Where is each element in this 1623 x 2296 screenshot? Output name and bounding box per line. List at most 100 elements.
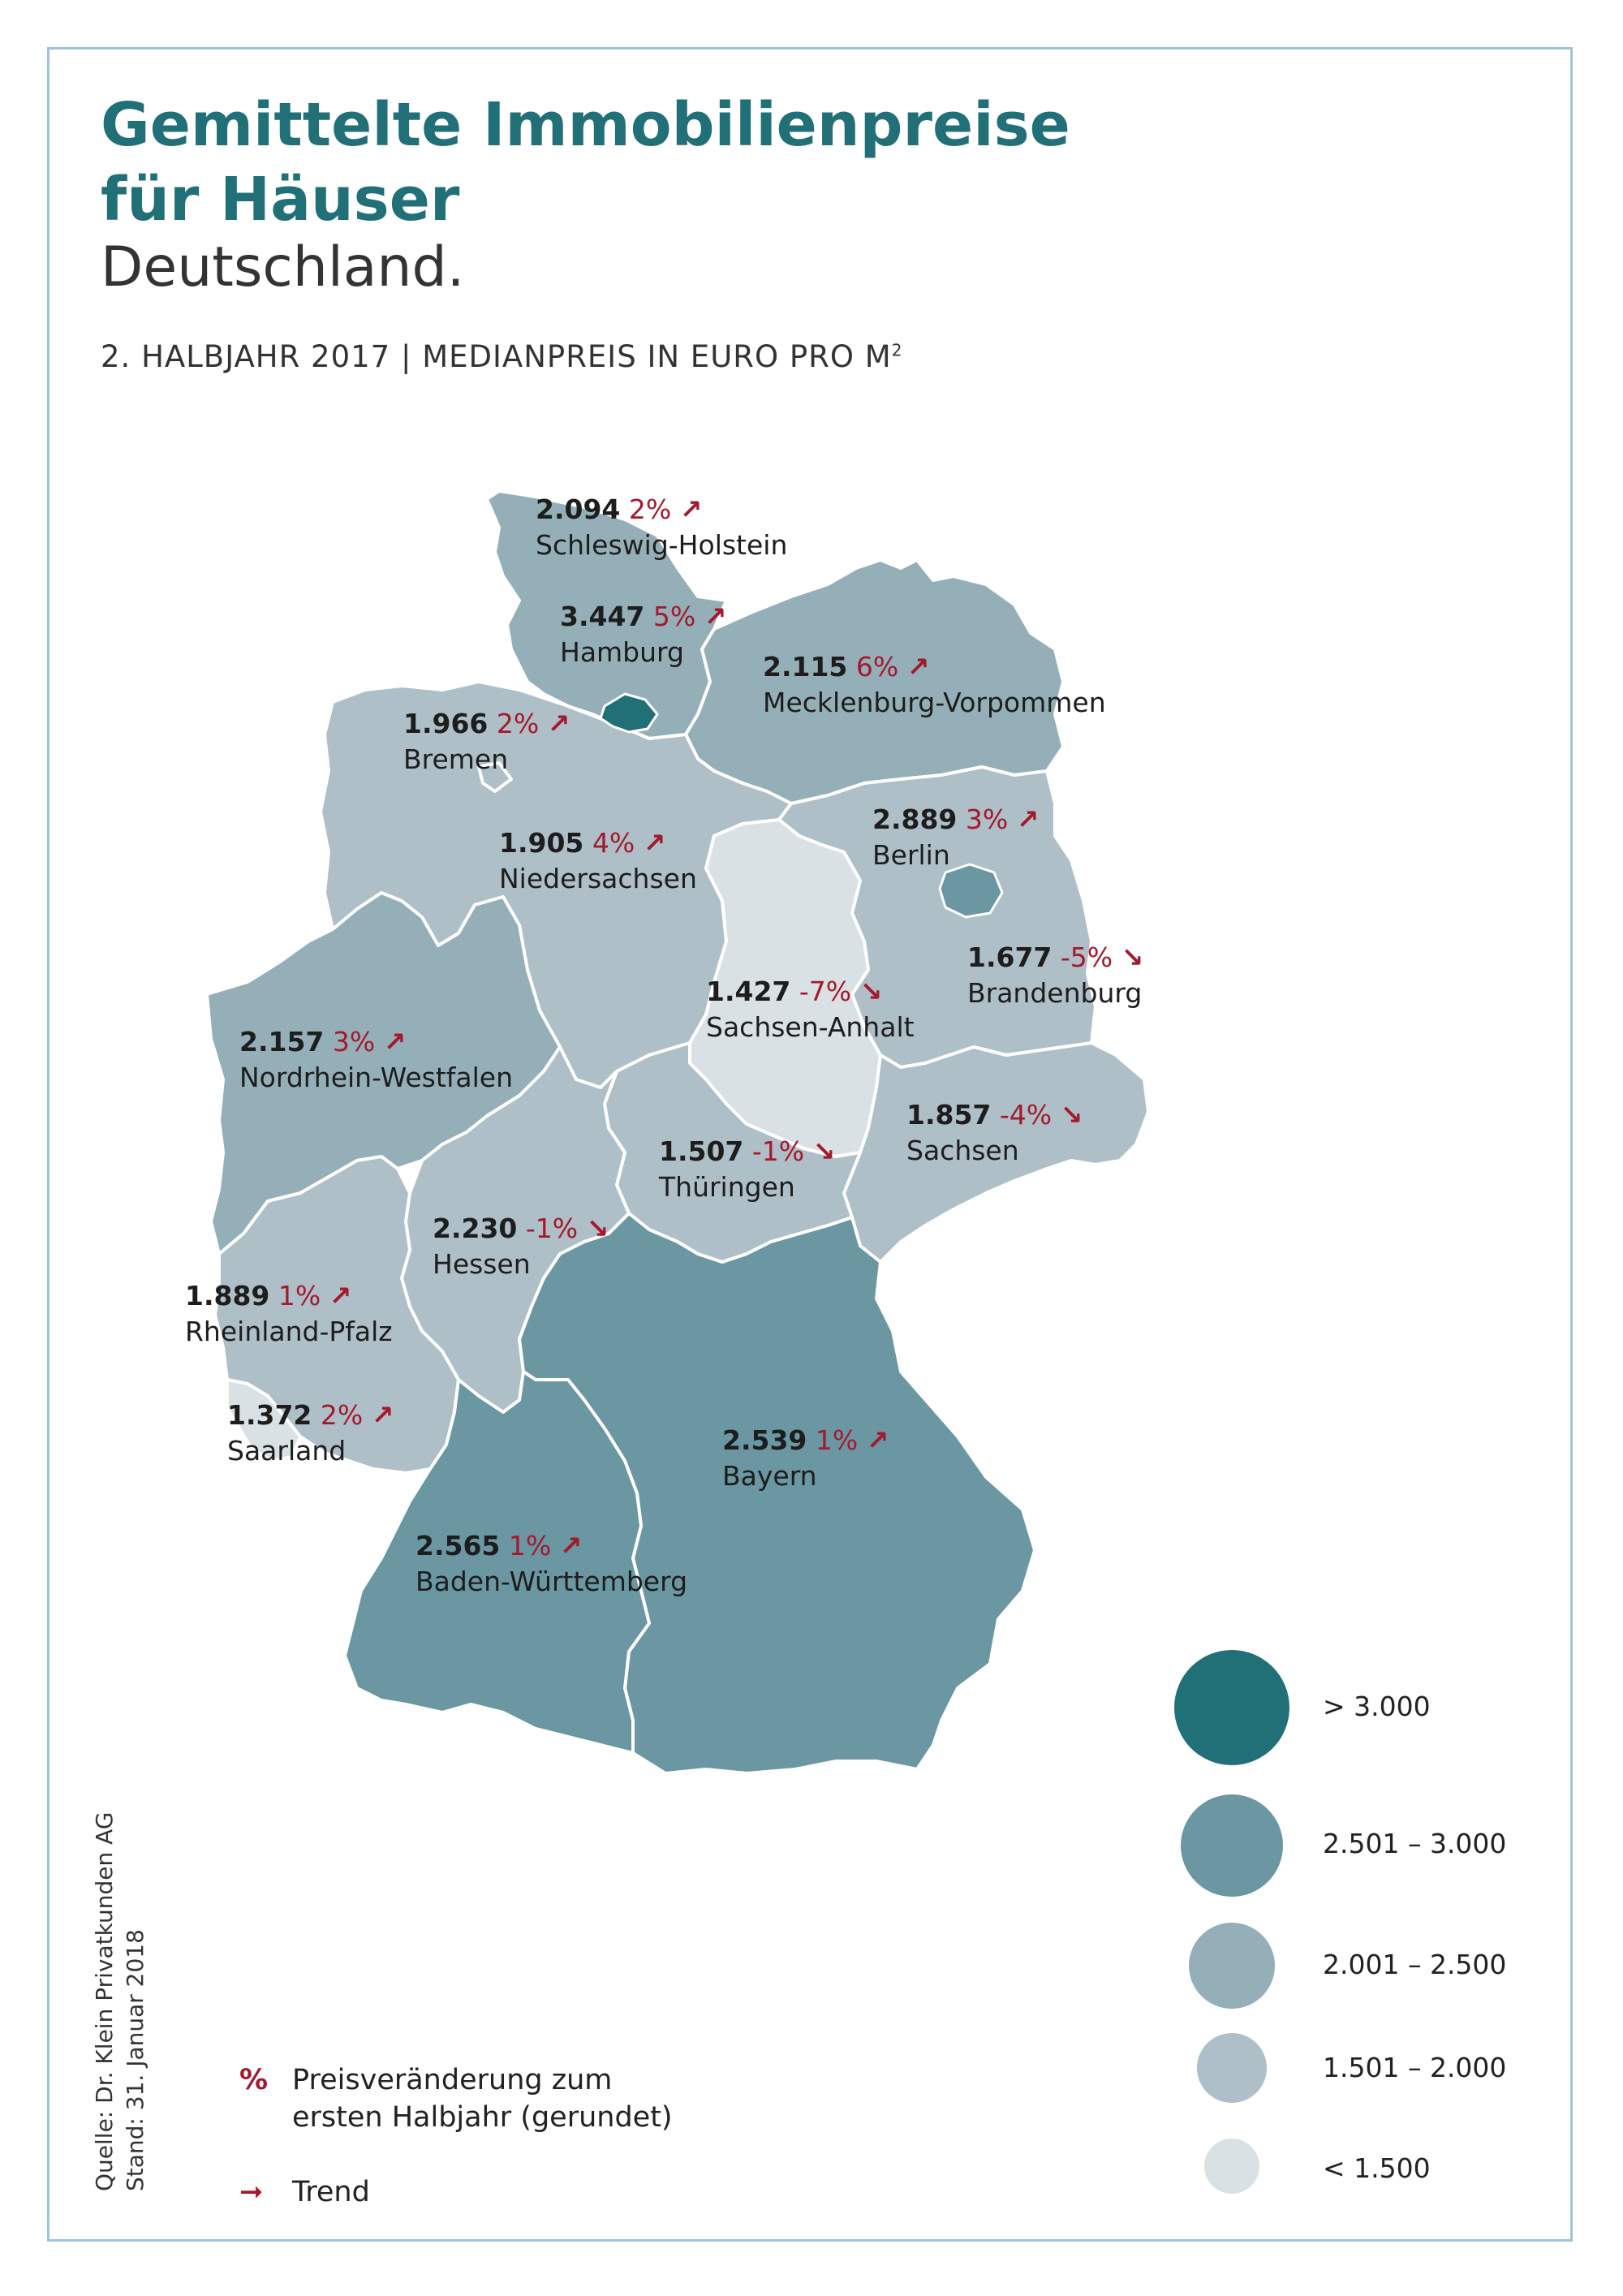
- change-brandenburg: -5%: [1060, 941, 1113, 973]
- trend-down-icon: ↘: [1060, 1099, 1083, 1131]
- percent-icon: %: [239, 2064, 269, 2096]
- value-hamburg: 3.447: [560, 601, 645, 632]
- subtitle: Deutschland.: [101, 235, 465, 299]
- label-berlin: 2.889 3% ↗ Berlin: [872, 802, 1039, 873]
- trend-down-icon: ↘: [812, 1135, 836, 1167]
- value-rheinland-pfalz: 1.889: [185, 1280, 270, 1312]
- trend-up-icon: ↗: [371, 1399, 394, 1431]
- name-mecklenburg-vorpommern: Mecklenburg-Vorpommen: [763, 687, 1106, 718]
- source-line-2: Stand: 31. Januar 2018: [122, 1929, 149, 2191]
- name-baden-wuerttemberg: Baden-Württemberg: [415, 1566, 688, 1597]
- value-brandenburg: 1.677: [967, 941, 1053, 973]
- trend-up-icon: ↗: [1016, 803, 1040, 835]
- key-trend-text: Trend: [292, 2176, 370, 2208]
- value-hessen: 2.230: [433, 1213, 518, 1244]
- trend-down-icon: ↘: [859, 976, 883, 1007]
- change-hamburg: 5%: [652, 601, 696, 632]
- label-bremen: 1.966 2% ↗ Bremen: [403, 706, 570, 778]
- legend-circle-gt3000: [1174, 1650, 1289, 1765]
- trend-down-icon: ↘: [586, 1213, 609, 1244]
- label-hamburg: 3.447 5% ↗ Hamburg: [560, 599, 726, 670]
- change-baden-wuerttemberg: 1%: [508, 1530, 552, 1562]
- legend-label-lt1500: < 1.500: [1323, 2152, 1431, 2184]
- region-berlin: [938, 863, 1004, 919]
- value-nordrhein-westfalen: 2.157: [239, 1026, 325, 1058]
- value-sachsen: 1.857: [906, 1099, 992, 1131]
- key-percent-text-1: Preisveränderung zum: [292, 2064, 613, 2096]
- name-sachsen-anhalt: Sachsen-Anhalt: [706, 1011, 915, 1043]
- trend-arrow-icon: ➞: [239, 2176, 264, 2208]
- trend-up-icon: ↗: [383, 1026, 407, 1058]
- name-nordrhein-westfalen: Nordrhein-Westfalen: [239, 1062, 514, 1093]
- value-schleswig-holstein: 2.094: [536, 493, 621, 525]
- region-saarland: [226, 1378, 302, 1462]
- legend-circle-2501-3000: [1181, 1794, 1283, 1897]
- key-percent-text-2: ersten Halbjahr (gerundet): [292, 2101, 673, 2134]
- name-sachsen: Sachsen: [906, 1135, 1019, 1166]
- label-sachsen: 1.857 -4% ↘ Sachsen: [906, 1097, 1083, 1169]
- value-mecklenburg-vorpommern: 2.115: [763, 651, 848, 683]
- period-text: 2. HALBJAHR 2017 | MEDIANPREIS IN EURO P…: [101, 339, 892, 374]
- label-hessen: 2.230 -1% ↘ Hessen: [433, 1211, 609, 1282]
- title-line-2: für Häuser: [101, 165, 460, 235]
- region-sachsen: [842, 1041, 1150, 1264]
- change-thueringen: -1%: [751, 1135, 805, 1167]
- value-sachsen-anhalt: 1.427: [706, 976, 791, 1007]
- change-rheinland-pfalz: 1%: [278, 1280, 321, 1312]
- label-mecklenburg-vorpommern: 2.115 6% ↗ Mecklenburg-Vorpommen: [763, 649, 1106, 721]
- change-berlin: 3%: [965, 803, 1009, 835]
- trend-up-icon: ↗: [906, 651, 930, 683]
- trend-down-icon: ↘: [1121, 941, 1144, 973]
- label-bayern: 2.539 1% ↗ Bayern: [722, 1423, 889, 1494]
- value-bayern: 2.539: [722, 1424, 807, 1456]
- change-bremen: 2%: [496, 708, 540, 739]
- value-bremen: 1.966: [403, 708, 489, 739]
- key-trend: ➞ Trend: [239, 2173, 370, 2211]
- trend-up-icon: ↗: [329, 1280, 352, 1312]
- label-saarland: 1.372 2% ↗ Saarland: [227, 1398, 394, 1469]
- label-sachsen-anhalt: 1.427 -7% ↘ Sachsen-Anhalt: [706, 974, 915, 1045]
- region-baden-wuerttemberg: [343, 1370, 651, 1755]
- source-note: Quelle: Dr. Klein Privatkunden AG Stand:…: [89, 1812, 151, 2191]
- label-rheinland-pfalz: 1.889 1% ↗ Rheinland-Pfalz: [185, 1278, 393, 1350]
- trend-up-icon: ↗: [679, 493, 703, 525]
- label-brandenburg: 1.677 -5% ↘ Brandenburg: [967, 940, 1143, 1011]
- period-superscript: 2: [891, 340, 903, 360]
- label-nordrhein-westfalen: 2.157 3% ↗ Nordrhein-Westfalen: [239, 1024, 513, 1096]
- label-thueringen: 1.507 -1% ↘ Thüringen: [659, 1134, 835, 1205]
- label-schleswig-holstein: 2.094 2% ↗ Schleswig-Holstein: [536, 492, 787, 563]
- legend-label-1501-2000: 1.501 – 2.000: [1323, 2052, 1507, 2083]
- region-hamburg: [599, 692, 659, 734]
- source-line-1: Quelle: Dr. Klein Privatkunden AG: [91, 1811, 118, 2191]
- change-hessen: -1%: [525, 1213, 579, 1244]
- region-bremen: [477, 761, 513, 793]
- legend-label-gt3000: > 3.000: [1323, 1691, 1431, 1722]
- name-bayern: Bayern: [722, 1460, 817, 1492]
- value-berlin: 2.889: [872, 803, 958, 835]
- change-nordrhein-westfalen: 3%: [332, 1026, 376, 1058]
- legend-circle-2001-2500: [1189, 1923, 1275, 2009]
- name-saarland: Saarland: [227, 1435, 347, 1467]
- outer-frame: [47, 47, 1573, 2242]
- name-berlin: Berlin: [872, 839, 950, 871]
- legend-circle-lt1500: [1204, 2139, 1259, 2194]
- change-niedersachsen: 4%: [592, 827, 635, 859]
- trend-up-icon: ↗: [643, 827, 666, 859]
- name-rheinland-pfalz: Rheinland-Pfalz: [185, 1316, 393, 1347]
- label-niedersachsen: 1.905 4% ↗ Niedersachsen: [499, 825, 697, 897]
- name-thueringen: Thüringen: [659, 1171, 795, 1203]
- period-line: 2. HALBJAHR 2017 | MEDIANPREIS IN EURO P…: [101, 339, 902, 374]
- name-niedersachsen: Niedersachsen: [499, 863, 697, 894]
- trend-up-icon: ↗: [704, 601, 727, 632]
- change-mecklenburg-vorpommern: 6%: [855, 651, 899, 683]
- main-title: Gemittelte Immobilienpreise für Häuser: [101, 88, 1070, 237]
- trend-up-icon: ↗: [559, 1530, 583, 1562]
- value-thueringen: 1.507: [659, 1135, 744, 1167]
- key-percent: % Preisveränderung zum ersten Halbjahr (…: [239, 2061, 673, 2136]
- name-schleswig-holstein: Schleswig-Holstein: [536, 529, 788, 561]
- name-hessen: Hessen: [433, 1248, 531, 1280]
- name-bremen: Bremen: [403, 743, 509, 775]
- value-baden-wuerttemberg: 2.565: [415, 1530, 501, 1562]
- trend-up-icon: ↗: [547, 708, 570, 739]
